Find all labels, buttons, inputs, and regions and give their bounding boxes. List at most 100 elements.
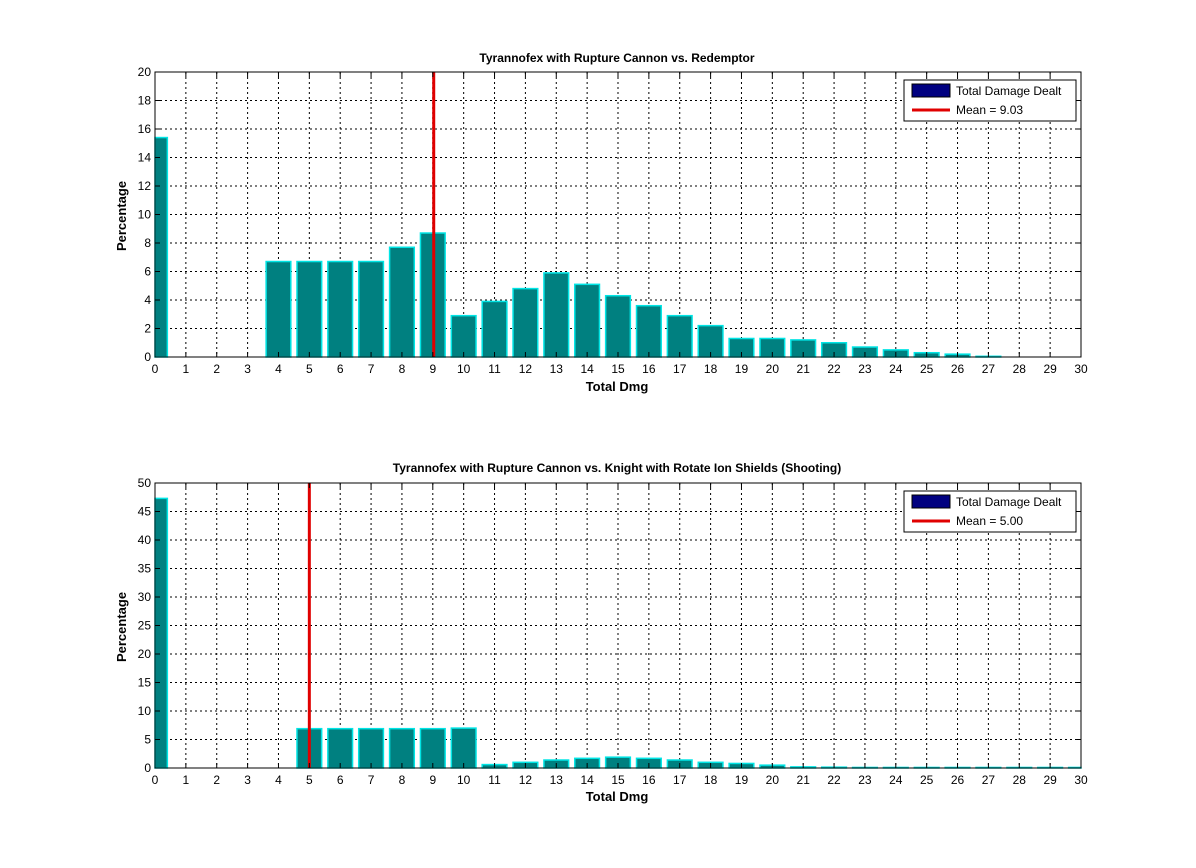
x-tick-label: 28 — [1013, 362, 1027, 376]
y-tick-label: 5 — [144, 733, 151, 747]
y-tick-label: 50 — [138, 476, 152, 490]
x-tick-label: 14 — [580, 362, 594, 376]
x-tick-label: 18 — [704, 773, 718, 787]
y-tick-label: 0 — [144, 350, 151, 364]
y-ticks: 0 5 10 15 20 25 30 35 40 45 50 — [138, 476, 1081, 775]
x-tick-label: 29 — [1043, 773, 1057, 787]
x-axis-label: Total Dmg — [586, 379, 649, 394]
x-tick-label: 19 — [735, 773, 749, 787]
legend-label-bars: Total Damage Dealt — [956, 495, 1062, 509]
chart-redemptor: Tyrannofex with Rupture Cannon vs. Redem… — [114, 51, 1088, 394]
y-tick-label: 10 — [138, 208, 152, 222]
chart-knight: Tyrannofex with Rupture Cannon vs. Knigh… — [114, 461, 1088, 804]
legend-label-mean: Mean = 9.03 — [956, 103, 1023, 117]
legend-bar-swatch — [911, 494, 951, 509]
y-tick-label: 0 — [144, 761, 151, 775]
x-tick-label: 17 — [673, 362, 687, 376]
y-tick-label: 14 — [138, 151, 152, 165]
x-tick-label: 23 — [858, 362, 872, 376]
x-tick-label: 11 — [488, 362, 501, 376]
x-tick-label: 1 — [183, 362, 190, 376]
x-tick-label: 8 — [399, 362, 406, 376]
y-tick-label: 25 — [138, 619, 152, 633]
x-tick-label: 26 — [951, 362, 965, 376]
y-tick-label: 35 — [138, 562, 152, 576]
x-tick-label: 15 — [611, 362, 625, 376]
y-tick-label: 6 — [144, 265, 151, 279]
x-tick-label: 26 — [951, 773, 965, 787]
bar — [296, 260, 323, 358]
x-tick-label: 22 — [827, 362, 841, 376]
x-tick-label: 19 — [735, 362, 749, 376]
x-tick-label: 9 — [429, 362, 436, 376]
bar — [543, 272, 570, 358]
y-axis-label: Percentage — [114, 592, 129, 662]
y-tick-label: 4 — [144, 293, 151, 307]
x-tick-label: 18 — [704, 362, 718, 376]
legend-label-bars: Total Damage Dealt — [956, 84, 1062, 98]
chart-title: Tyrannofex with Rupture Cannon vs. Redem… — [479, 51, 754, 65]
bar — [697, 324, 724, 358]
bar — [481, 300, 508, 358]
x-tick-label: 2 — [213, 362, 220, 376]
x-ticks: 0 1 2 3 4 5 6 7 8 9 10 11 12 13 14 15 16 17 18 19 20 21 22 23 24… — [152, 483, 1088, 787]
x-tick-label: 12 — [519, 362, 533, 376]
legend-box — [903, 490, 1077, 533]
x-axis-label: Total Dmg — [586, 789, 649, 804]
bar — [154, 136, 169, 358]
bar — [388, 727, 416, 769]
legend-label-mean: Mean = 5.00 — [956, 514, 1023, 528]
x-tick-label: 10 — [457, 362, 471, 376]
chart-title: Tyrannofex with Rupture Cannon vs. Knigh… — [393, 461, 841, 475]
x-tick-label: 0 — [152, 362, 159, 376]
x-tick-label: 30 — [1074, 773, 1088, 787]
x-ticks: 0 1 2 3 4 5 6 7 8 9 10 11 12 13 14 15 16 17 18 19 20 21 22 23 24… — [152, 72, 1088, 376]
x-tick-label: 5 — [306, 362, 313, 376]
x-tick-label: 29 — [1043, 362, 1057, 376]
bars — [154, 136, 1002, 358]
x-tick-label: 16 — [642, 362, 656, 376]
bar — [419, 727, 446, 769]
bar — [327, 727, 354, 769]
x-tick-label: 6 — [337, 362, 344, 376]
y-tick-label: 15 — [138, 676, 152, 690]
bar — [388, 246, 416, 358]
y-tick-label: 40 — [138, 533, 152, 547]
bar — [265, 260, 292, 358]
x-tick-label: 13 — [550, 362, 564, 376]
x-tick-label: 0 — [152, 773, 159, 787]
x-tick-label: 1 — [183, 773, 190, 787]
bar — [604, 294, 632, 358]
bar — [327, 260, 354, 358]
x-tick-label: 10 — [457, 773, 471, 787]
x-tick-label: 23 — [858, 773, 872, 787]
x-tick-label: 25 — [920, 362, 934, 376]
y-tick-label: 20 — [138, 65, 152, 79]
x-tick-label: 8 — [399, 773, 406, 787]
x-tick-label: 7 — [368, 773, 375, 787]
bar — [635, 304, 662, 358]
x-tick-label: 3 — [244, 362, 251, 376]
x-tick-label: 12 — [519, 773, 533, 787]
bar — [512, 287, 539, 358]
y-tick-label: 8 — [144, 236, 151, 250]
y-tick-label: 18 — [138, 94, 152, 108]
y-ticks: 0 2 4 6 8 10 12 14 16 18 20 — [138, 65, 1081, 364]
bar — [574, 283, 601, 358]
y-tick-label: 12 — [138, 179, 152, 193]
bar — [357, 260, 385, 358]
x-tick-label: 22 — [827, 773, 841, 787]
x-tick-label: 24 — [889, 773, 903, 787]
x-tick-label: 2 — [213, 773, 220, 787]
x-tick-label: 21 — [797, 362, 811, 376]
x-tick-label: 27 — [982, 362, 996, 376]
x-tick-label: 3 — [244, 773, 251, 787]
x-tick-label: 5 — [306, 773, 313, 787]
x-tick-label: 20 — [766, 362, 780, 376]
bar — [450, 314, 477, 358]
bar — [666, 314, 693, 358]
x-tick-label: 4 — [275, 773, 282, 787]
legend: Total Damage Dealt Mean = 9.03 — [903, 79, 1077, 122]
